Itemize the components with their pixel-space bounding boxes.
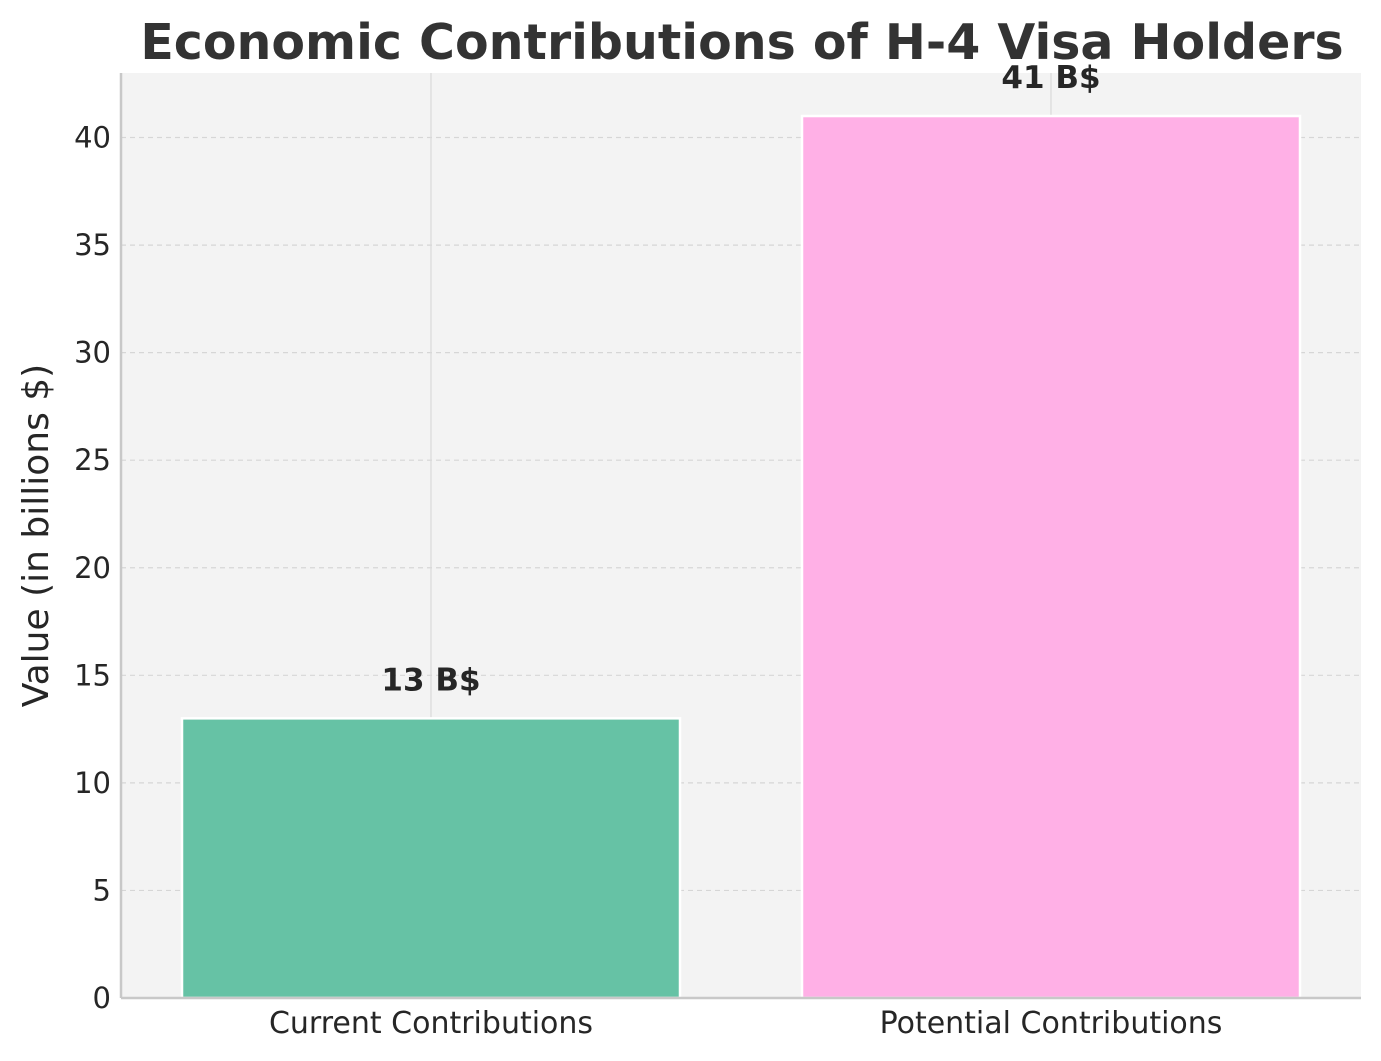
chart-title: Economic Contributions of H-4 Visa Holde… (140, 14, 1343, 71)
y-tick-label: 35 (74, 228, 111, 262)
y-tick-label: 40 (74, 121, 111, 155)
y-axis-label: Value (in billions $) (16, 364, 57, 707)
y-tick-label: 30 (74, 336, 111, 370)
y-tick-label: 20 (74, 551, 111, 585)
y-tick-label: 0 (93, 981, 111, 1015)
data-label: 41 B$ (1001, 60, 1100, 96)
y-tick-label: 5 (93, 873, 111, 907)
data-labels: 13 B$ 41 B$ (381, 60, 1100, 698)
data-label: 13 B$ (381, 662, 480, 698)
x-tick-label: Potential Contributions (880, 1006, 1223, 1041)
y-tick-label: 10 (74, 766, 111, 800)
x-tick-label: Current Contributions (269, 1006, 593, 1041)
axes (119, 73, 1361, 1000)
tick-labels: 0 5 10 15 20 25 30 35 40 Current Contributions Pot… (74, 121, 1222, 1041)
y-tick-label: 25 (74, 443, 111, 477)
bar (800, 114, 1302, 1000)
y-tick-label: 15 (74, 658, 111, 692)
bars (180, 114, 1302, 1000)
bar (180, 717, 682, 1000)
